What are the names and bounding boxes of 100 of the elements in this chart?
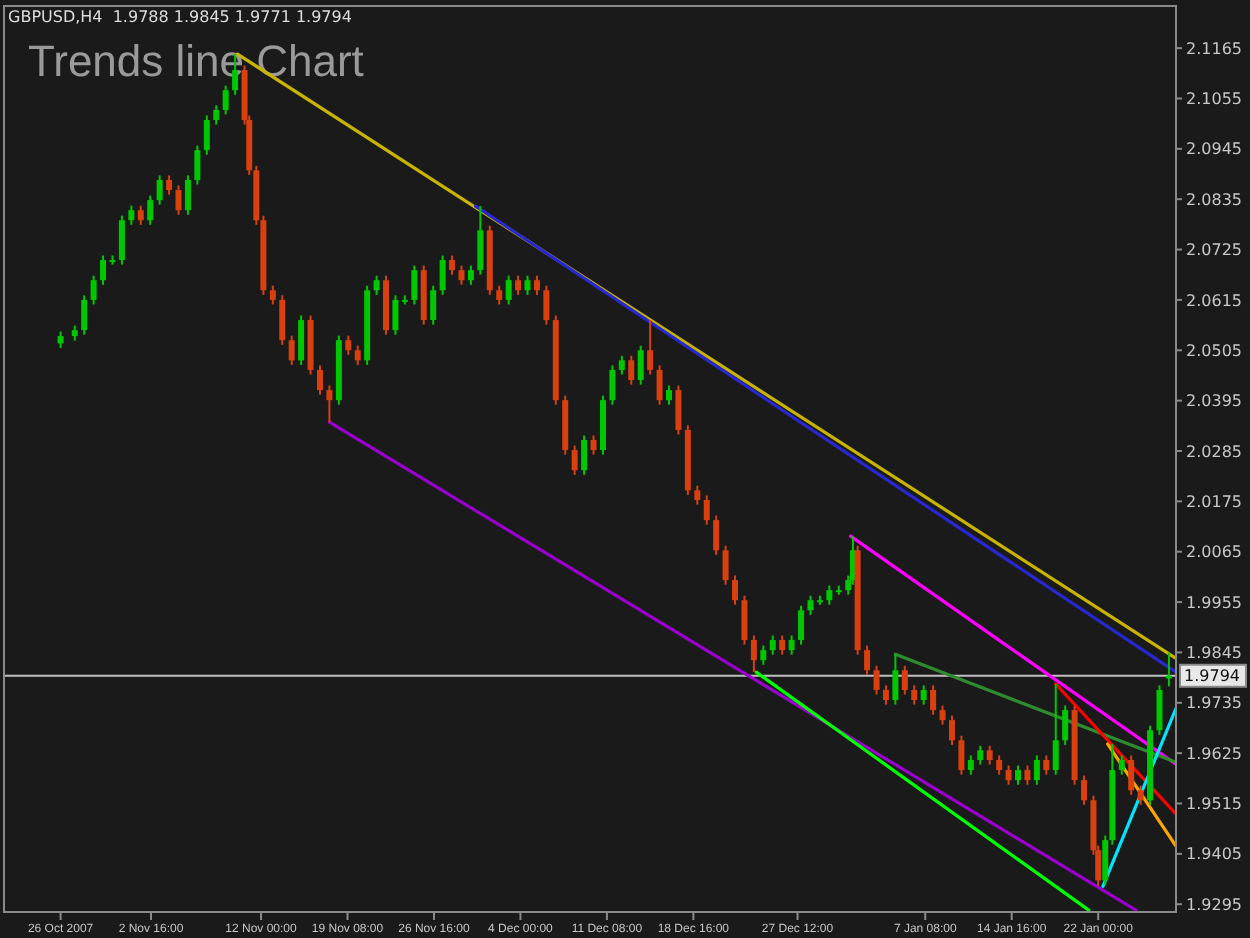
candlestick bbox=[873, 664, 880, 696]
candlestick bbox=[467, 264, 474, 286]
y-tick-label: 2.0065 bbox=[1186, 543, 1242, 562]
candlestick bbox=[222, 84, 229, 116]
candlestick bbox=[996, 754, 1003, 776]
candlestick bbox=[826, 584, 833, 606]
candlestick bbox=[694, 484, 701, 506]
candlestick bbox=[515, 274, 522, 296]
y-tick-label: 1.9625 bbox=[1186, 744, 1242, 763]
candlestick bbox=[609, 364, 616, 406]
y-tick-label: 1.9405 bbox=[1186, 845, 1242, 864]
candlestick bbox=[1128, 754, 1135, 796]
candlestick bbox=[496, 284, 503, 306]
candlestick bbox=[779, 634, 786, 656]
candlestick bbox=[760, 644, 767, 666]
candlestick bbox=[581, 434, 588, 476]
y-tick-label: 2.0175 bbox=[1186, 492, 1242, 511]
candlestick bbox=[1005, 764, 1012, 786]
candlestick bbox=[411, 264, 418, 306]
candlestick bbox=[722, 544, 729, 586]
y-tick-label: 2.0615 bbox=[1186, 291, 1242, 310]
candlestick bbox=[166, 174, 173, 196]
candlestick bbox=[184, 174, 191, 216]
y-tick-label: 1.9515 bbox=[1186, 795, 1242, 814]
y-tick-label: 2.1055 bbox=[1186, 90, 1242, 109]
candlestick bbox=[1118, 754, 1125, 776]
candlestick bbox=[430, 284, 437, 326]
candlestick bbox=[524, 274, 531, 296]
y-tick-label: 2.0835 bbox=[1186, 190, 1242, 209]
candlestick bbox=[618, 354, 625, 376]
candlestick bbox=[100, 254, 107, 286]
candlestick bbox=[769, 634, 776, 656]
candlestick bbox=[298, 314, 305, 366]
chart-subtitle: GBPUSD,H4 1.9788 1.9845 1.9771 1.9794 bbox=[8, 8, 352, 26]
y-tick-label: 2.0725 bbox=[1186, 241, 1242, 260]
candlestick bbox=[732, 574, 739, 606]
candlestick bbox=[675, 384, 682, 436]
candlestick bbox=[543, 284, 550, 326]
candlestick bbox=[901, 664, 908, 696]
candlestick bbox=[788, 634, 795, 656]
candlestick bbox=[864, 644, 871, 676]
candlestick bbox=[316, 364, 323, 396]
candlestick bbox=[354, 344, 361, 366]
candlestick bbox=[571, 444, 578, 476]
y-tick-label: 1.9295 bbox=[1186, 895, 1242, 914]
y-tick-label: 2.0505 bbox=[1186, 341, 1242, 360]
candlestick bbox=[449, 254, 456, 276]
ref-line-label: 1.9794 bbox=[1184, 667, 1240, 686]
candlestick bbox=[590, 434, 597, 456]
candlestick bbox=[1137, 784, 1144, 806]
candlestick bbox=[713, 514, 720, 556]
candlestick bbox=[939, 704, 946, 726]
candlestick bbox=[1165, 651, 1172, 688]
candlestick bbox=[1062, 704, 1069, 746]
candlestick bbox=[647, 319, 654, 376]
candlestick bbox=[175, 184, 182, 216]
candlestick bbox=[977, 744, 984, 766]
y-tick-label: 1.9955 bbox=[1186, 593, 1242, 612]
candlestick bbox=[628, 354, 635, 386]
candlestick bbox=[1052, 683, 1059, 776]
candlestick bbox=[656, 364, 663, 406]
candlestick bbox=[930, 684, 937, 716]
candlestick bbox=[458, 264, 465, 286]
candlestick bbox=[741, 594, 748, 646]
candlestick bbox=[279, 294, 286, 346]
y-tick-label: 1.9735 bbox=[1186, 694, 1242, 713]
candlestick bbox=[128, 204, 135, 226]
y-tick-label: 2.0945 bbox=[1186, 140, 1242, 159]
candlestick bbox=[392, 294, 399, 336]
candlestick bbox=[505, 274, 512, 306]
y-tick-label: 2.1165 bbox=[1186, 39, 1242, 58]
candlestick bbox=[213, 104, 220, 126]
candlestick bbox=[477, 205, 484, 276]
candlestick bbox=[750, 634, 757, 674]
candlestick bbox=[326, 384, 333, 424]
candlestick bbox=[637, 344, 644, 386]
candlestick bbox=[807, 594, 814, 616]
candlestick bbox=[958, 734, 965, 776]
candlestick bbox=[666, 384, 672, 406]
candlestick bbox=[703, 494, 710, 526]
candlestick bbox=[137, 204, 144, 226]
candlestick bbox=[1015, 764, 1021, 786]
candlestick bbox=[920, 684, 927, 706]
candlestick bbox=[1156, 684, 1163, 736]
candlestick bbox=[194, 144, 201, 186]
candlestick bbox=[345, 334, 352, 356]
candlestick bbox=[1081, 774, 1088, 806]
candlestick bbox=[798, 604, 805, 646]
candlestick bbox=[948, 714, 955, 746]
candlestick bbox=[90, 274, 97, 306]
candlestick bbox=[269, 284, 276, 306]
candlestick bbox=[533, 274, 540, 296]
candlestick bbox=[288, 334, 295, 366]
candlestick bbox=[882, 684, 889, 706]
candlestick bbox=[373, 274, 380, 296]
candlestick bbox=[911, 684, 918, 706]
candlestick bbox=[439, 254, 446, 296]
candlestick bbox=[147, 194, 154, 226]
candlestick bbox=[1024, 764, 1031, 786]
candlestick bbox=[986, 744, 993, 766]
